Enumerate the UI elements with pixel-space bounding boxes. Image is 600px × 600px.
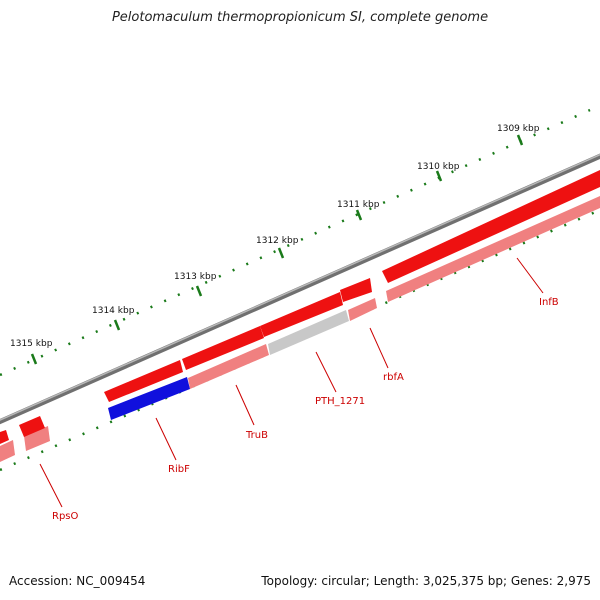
accession-text: Accession: NC_009454 (9, 574, 146, 588)
tick-label: 1309 kbp (497, 124, 540, 134)
tick-label: 1311 kbp (337, 200, 380, 210)
gene-shadow-track (0, 196, 600, 462)
leader-rpso (39, 463, 63, 508)
tick-group: 1309 kbp 1310 kbp 1311 kbp 1312 kbp 1313 kbp… (10, 124, 540, 365)
leader-ribf (155, 417, 177, 461)
shadow-pth1271 (268, 310, 349, 355)
label-infb: InfB (539, 297, 559, 308)
topology-text: Topology: circular; Length: 3,025,375 bp… (261, 574, 591, 588)
leader-rbfa (369, 327, 389, 369)
gene-track (0, 170, 600, 444)
tick-label: 1310 kbp (417, 162, 460, 172)
shadow-rbfa (348, 298, 377, 321)
gene-infb (382, 170, 600, 283)
gene-pth1271 (260, 292, 343, 337)
major-tick (277, 247, 285, 259)
map-title: Pelotomaculum thermopropionicum SI, comp… (111, 10, 489, 25)
shadow-trub (188, 344, 269, 389)
leader-trub (235, 384, 255, 426)
major-tick (435, 170, 443, 182)
tick-label: 1312 kbp (256, 236, 299, 246)
leader-infb (516, 257, 544, 294)
tick-label: 1315 kbp (10, 339, 53, 349)
major-tick (30, 353, 38, 365)
major-tick (195, 285, 203, 297)
major-tick (516, 134, 524, 146)
label-rbfa: rbfA (383, 372, 404, 383)
label-trub: TruB (245, 430, 268, 441)
label-rpso: RpsO (52, 511, 79, 522)
gene-labels: InfB rbfA PTH_1271 TruB RibF RpsO (52, 297, 559, 522)
gene-ribf (108, 377, 190, 420)
shadow-left (0, 440, 15, 462)
genome-backbone (0, 153, 600, 425)
gene-trub (182, 326, 264, 370)
major-tick (113, 319, 121, 331)
gene-rbfa (340, 278, 372, 302)
major-tick (355, 209, 363, 221)
label-pth1271: PTH_1271 (315, 396, 365, 407)
gene-rpso (19, 416, 45, 437)
leader-pth1271 (315, 351, 337, 393)
gene-left-edge (0, 430, 9, 444)
gene-upstream (104, 360, 183, 402)
shadow-infb (386, 196, 600, 302)
shadow-rpso (24, 426, 50, 451)
gene-leaders (39, 257, 544, 508)
tick-label: 1314 kbp (92, 306, 135, 316)
label-ribf: RibF (168, 464, 190, 475)
tick-label: 1313 kbp (174, 272, 217, 282)
